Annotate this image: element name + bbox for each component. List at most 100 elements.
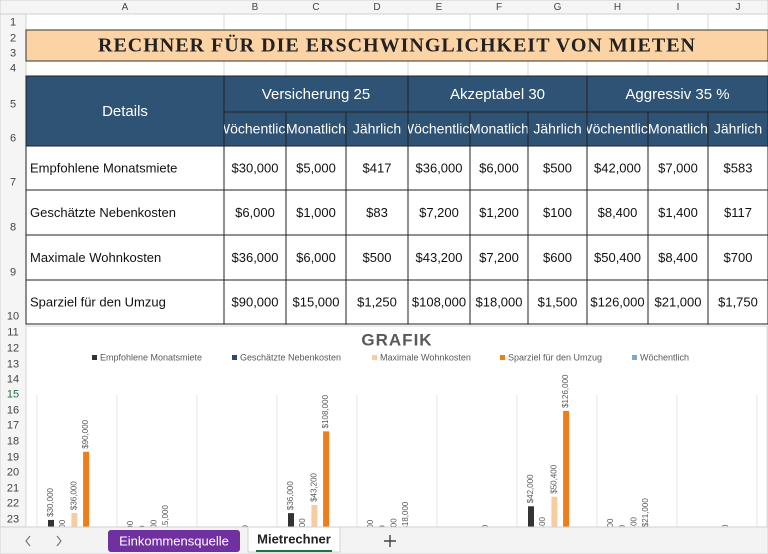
- table-cell-cell: $1,000: [296, 205, 336, 220]
- row-header[interactable]: 1: [10, 16, 16, 28]
- legend-swatch: [632, 355, 637, 360]
- table-cell-bg: [647, 234, 709, 281]
- table-cell-cell: $100: [543, 205, 572, 220]
- table-cell-cell: $117: [724, 205, 752, 220]
- table-cell-cell: $6,000: [296, 250, 336, 265]
- table-cell-bg: [586, 145, 649, 191]
- table-cell-cell: $7,200: [479, 250, 519, 265]
- legend-swatch: [500, 355, 505, 360]
- bar: [323, 431, 330, 554]
- column-header[interactable]: B: [252, 2, 259, 13]
- row-label-cell: Maximale Wohnkosten: [30, 250, 161, 265]
- table-cell-bg: [469, 234, 529, 281]
- table-cell-bg: [285, 189, 347, 236]
- column-header[interactable]: H: [614, 2, 621, 13]
- row-header[interactable]: 14: [7, 373, 19, 385]
- column-header[interactable]: D: [373, 2, 380, 13]
- row-header[interactable]: 2: [10, 32, 16, 44]
- table-cell: $417: [363, 160, 392, 175]
- row-header[interactable]: 5: [10, 98, 16, 110]
- row-header[interactable]: 7: [10, 176, 16, 188]
- table-cell-bg: [647, 145, 709, 191]
- group-header-bg: [407, 75, 588, 113]
- sub-header: Wöchentlich: [217, 121, 293, 137]
- table-cell-cell: $6,000: [235, 205, 275, 220]
- table-cell: $8,400: [598, 205, 638, 220]
- table-cell: $1,200: [479, 205, 519, 220]
- row-header[interactable]: 3: [10, 47, 16, 59]
- row-header[interactable]: 11: [7, 326, 18, 338]
- table-cell: $1,500: [538, 294, 578, 309]
- row-header[interactable]: 20: [7, 466, 19, 478]
- row-header[interactable]: 12: [7, 342, 19, 354]
- table-cell-bg: [527, 145, 588, 191]
- table-cell-bg: [469, 189, 529, 236]
- table-cell-cell: $7,000: [658, 160, 698, 175]
- column-header[interactable]: I: [677, 2, 680, 13]
- row-header[interactable]: 16: [7, 404, 19, 416]
- table-cell-bg: [707, 234, 768, 281]
- row-header[interactable]: 9: [10, 266, 16, 278]
- group-header-cell: Aggressiv 35 %: [625, 86, 729, 103]
- row-header[interactable]: 17: [7, 419, 19, 431]
- sub-header: Jährlich: [714, 121, 762, 137]
- table-cell-cell: $500: [363, 250, 392, 265]
- table-cell: $50,400: [594, 250, 641, 265]
- table-cell: $108,000: [412, 294, 466, 309]
- row-header[interactable]: 22: [7, 497, 19, 509]
- sheet-title: RECHNER FÜR DIE ERSCHWINGLICHKEIT VON MI…: [98, 34, 696, 57]
- row-header[interactable]: 8: [10, 221, 16, 233]
- table-cell-bg: [407, 145, 471, 191]
- sub-header-bg: [527, 111, 588, 147]
- row-label: Empfohlene Monatsmiete: [30, 160, 177, 175]
- row-label: Sparziel für den Umzug: [30, 294, 166, 309]
- group-header: Akzeptabel 30: [450, 86, 545, 103]
- table-cell-bg: [223, 279, 287, 325]
- table-cell-cell: $15,000: [293, 294, 340, 309]
- row-header[interactable]: 21: [7, 482, 19, 494]
- table-cell-cell: $583: [724, 160, 753, 175]
- table-cell: $1,400: [658, 205, 698, 220]
- sub-header-bg: [586, 111, 649, 147]
- column-header[interactable]: A: [122, 2, 129, 13]
- table-cell: $5,000: [296, 160, 336, 175]
- row-header[interactable]: 15: [7, 388, 19, 400]
- row-header[interactable]: 10: [7, 310, 19, 322]
- column-header[interactable]: E: [436, 2, 443, 13]
- legend-label: Empfohlene Monatsmiete: [100, 352, 202, 362]
- table-cell: $8,400: [658, 250, 698, 265]
- row-label-cell: Sparziel für den Umzug: [30, 294, 166, 309]
- column-header[interactable]: J: [736, 2, 741, 13]
- row-header[interactable]: 13: [7, 358, 19, 370]
- group-header-cell: Versicherung 25: [262, 86, 370, 103]
- sub-header-cell: Monatlich: [648, 121, 708, 137]
- table-cell-cell: $126,000: [590, 294, 644, 309]
- scroll-right-icon[interactable]: [56, 535, 62, 547]
- table-cell-cell: $6,000: [479, 160, 519, 175]
- group-header-bg: [586, 75, 768, 113]
- table-cell-cell: $600: [543, 250, 572, 265]
- row-header[interactable]: 6: [10, 132, 16, 144]
- column-header[interactable]: C: [312, 2, 319, 13]
- row-header[interactable]: 4: [10, 62, 16, 74]
- row-header[interactable]: 23: [7, 513, 19, 525]
- sheet-tab-label[interactable]: Einkommensquelle: [119, 533, 229, 548]
- table-cell: $700: [724, 250, 753, 265]
- bar-value-label: $126,000: [561, 374, 570, 408]
- table-cell: $100: [543, 205, 572, 220]
- active-sheet-tab-label[interactable]: Mietrechner: [257, 531, 331, 546]
- add-sheet-icon[interactable]: [384, 535, 396, 547]
- sheet-tab[interactable]: [108, 530, 240, 552]
- table-cell-bg: [285, 279, 347, 325]
- row-header[interactable]: 18: [7, 435, 19, 447]
- table-cell: $1,250: [357, 294, 397, 309]
- scroll-left-icon[interactable]: [25, 535, 31, 547]
- column-header[interactable]: G: [554, 2, 562, 13]
- column-header[interactable]: F: [496, 2, 502, 13]
- row-header[interactable]: 19: [7, 451, 19, 463]
- table-cell: $36,000: [416, 160, 463, 175]
- bar-value-label: $90,000: [81, 419, 90, 448]
- sub-header: Monatlich: [648, 121, 708, 137]
